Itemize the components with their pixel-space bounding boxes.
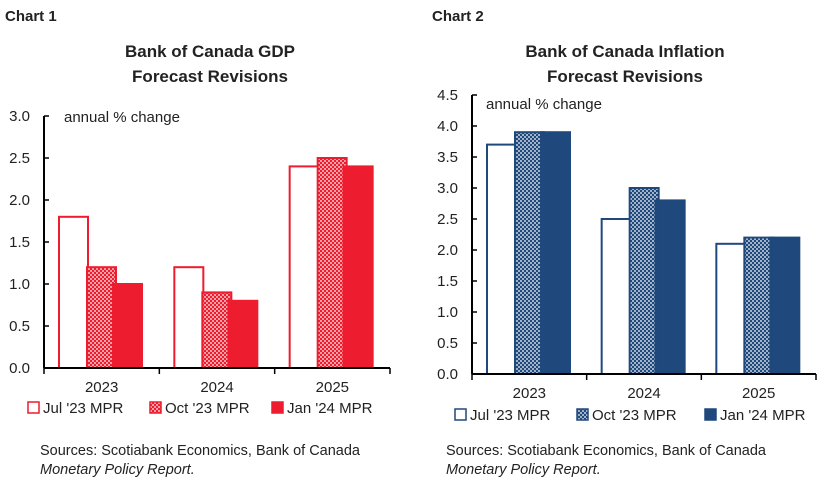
bar-jan-24-mpr-2025 <box>769 236 801 375</box>
y-tick-label: 3.0 <box>9 108 30 125</box>
legend-swatch <box>27 401 40 414</box>
legend-swatch <box>271 401 284 414</box>
y-tick-label: 0.5 <box>437 335 458 352</box>
legend-label: Oct '23 MPR <box>165 400 250 417</box>
y-tick-label: 2.0 <box>9 192 30 209</box>
legend-label: Jan '24 MPR <box>720 407 806 424</box>
bar-oct-23-mpr-2024 <box>628 187 660 375</box>
x-tick-label: 2024 <box>627 385 660 402</box>
bar-jan-24-mpr-2023 <box>540 131 571 375</box>
chart-label: Chart 1 <box>5 8 57 25</box>
bar-jan-24-mpr-2024 <box>227 299 259 369</box>
legend-label: Jul '23 MPR <box>43 400 124 417</box>
y-tick-label: 0.5 <box>9 318 30 335</box>
x-tick-label: 2023 <box>513 385 546 402</box>
legend-swatch <box>454 408 467 421</box>
y-tick-label: 2.0 <box>437 242 458 259</box>
y-tick-label: 1.0 <box>437 304 458 321</box>
legend-label: Jul '23 MPR <box>470 407 551 424</box>
y-axis-label: annual % change <box>64 109 180 126</box>
bar-jul-23-mpr-2025 <box>715 242 747 375</box>
y-tick-label: 3.0 <box>437 180 458 197</box>
x-tick-label: 2025 <box>316 379 349 396</box>
chart-label: Chart 2 <box>432 8 484 25</box>
source-note: Sources: Scotiabank Economics, Bank of C… <box>446 443 767 459</box>
y-tick-label: 2.5 <box>9 150 30 167</box>
bar-oct-23-mpr-2025 <box>316 157 348 369</box>
legend-swatch <box>576 408 589 421</box>
y-tick-label: 1.5 <box>437 273 458 290</box>
y-tick-label: 0.0 <box>437 366 458 383</box>
bar-jan-24-mpr-2023 <box>112 283 143 369</box>
legend-swatch <box>149 401 162 414</box>
bar-oct-23-mpr-2025 <box>743 236 775 375</box>
bar-jan-24-mpr-2025 <box>342 165 374 369</box>
bar-jul-23-mpr-2023 <box>486 143 517 375</box>
source-note: Sources: Scotiabank Economics, Bank of C… <box>40 443 361 459</box>
y-tick-label: 2.5 <box>437 211 458 228</box>
x-tick-label: 2024 <box>200 379 233 396</box>
bar-jul-23-mpr-2024 <box>600 218 632 375</box>
y-tick-label: 1.5 <box>9 234 30 251</box>
chart-1: Chart 1 Bank of Canada GDP Forecast Revisi… <box>5 8 391 478</box>
y-tick-label: 1.0 <box>9 276 30 293</box>
bar-jan-24-mpr-2024 <box>654 199 686 375</box>
chart-2: Chart 2 Bank of Canada Inflation Forecast … <box>432 8 817 478</box>
source-note-publication: Monetary Policy Report. <box>446 462 601 478</box>
legend-swatch <box>704 408 717 421</box>
bar-oct-23-mpr-2024 <box>201 291 233 369</box>
y-tick-label: 4.0 <box>437 118 458 135</box>
x-tick-label: 2025 <box>742 385 775 402</box>
bar-jul-23-mpr-2025 <box>288 165 320 369</box>
chart-title: Forecast Revisions <box>132 67 288 86</box>
y-tick-label: 0.0 <box>9 360 30 377</box>
chart-title: Bank of Canada Inflation <box>525 42 724 61</box>
bar-jul-23-mpr-2023 <box>58 215 89 369</box>
y-axis-label: annual % change <box>486 96 602 113</box>
bar-jul-23-mpr-2024 <box>173 266 205 370</box>
x-tick-label: 2023 <box>85 379 118 396</box>
y-tick-label: 3.5 <box>437 149 458 166</box>
source-note-publication: Monetary Policy Report. <box>40 462 195 478</box>
y-tick-label: 4.5 <box>437 87 458 104</box>
legend-label: Jan '24 MPR <box>287 400 373 417</box>
chart-title: Bank of Canada GDP <box>125 42 295 61</box>
bar-oct-23-mpr-2023 <box>86 266 117 370</box>
chart-title: Forecast Revisions <box>547 67 703 86</box>
bar-oct-23-mpr-2023 <box>514 131 545 375</box>
legend-label: Oct '23 MPR <box>592 407 677 424</box>
